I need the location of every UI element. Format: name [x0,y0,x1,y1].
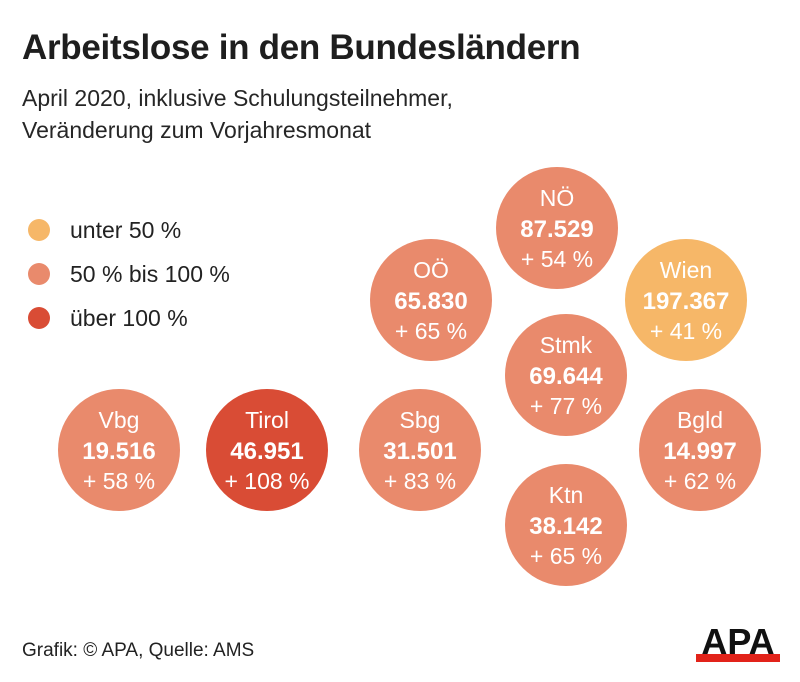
legend-item-over-100: über 100 % [28,296,230,340]
value-label: 14.997 [663,438,736,465]
region-label: Ktn [549,482,584,508]
bubble-vbg: Vbg 19.516 + 58 % [58,389,180,511]
bubble-circle [639,389,761,511]
legend-item-50-to-100: 50 % bis 100 % [28,252,230,296]
change-label: + 65 % [395,318,467,344]
bubble-circle [58,389,180,511]
bubble-bgld: Bgld 14.997 + 62 % [639,389,761,511]
chart-subtitle: April 2020, inklusive Schulungsteilnehme… [22,82,453,146]
region-label: Vbg [99,407,140,433]
change-label: + 83 % [384,468,456,494]
legend-swatch [28,219,50,241]
legend-swatch [28,307,50,329]
legend-swatch [28,263,50,285]
apa-logo: APA [696,624,780,662]
region-label: Sbg [400,407,441,433]
change-label: + 54 % [521,246,593,272]
bubble-nö: NÖ 87.529 + 54 % [496,167,618,289]
subtitle-line-1: April 2020, inklusive Schulungsteilnehme… [22,85,453,111]
bubble-oö: OÖ 65.830 + 65 % [370,239,492,361]
legend: unter 50 % 50 % bis 100 % über 100 % [28,208,230,340]
region-label: Tirol [245,407,289,433]
bubble-circle [505,464,627,586]
value-label: 38.142 [529,513,602,540]
bubble-wien: Wien 197.367 + 41 % [625,239,747,361]
value-label: 19.516 [82,438,155,465]
chart-title: Arbeitslose in den Bundesländern [22,28,581,67]
value-label: 87.529 [520,216,593,243]
bubble-tirol: Tirol 46.951 + 108 % [206,389,328,511]
legend-label: 50 % bis 100 % [70,260,230,287]
source-credit: Grafik: © APA, Quelle: AMS [22,640,255,661]
region-label: Stmk [540,332,593,358]
bubble-stmk: Stmk 69.644 + 77 % [505,314,627,436]
apa-logo-bar [696,654,780,662]
region-label: NÖ [540,185,575,211]
value-label: 46.951 [230,438,303,465]
region-label: OÖ [413,257,449,283]
value-label: 31.501 [383,438,456,465]
value-label: 197.367 [643,288,730,315]
bubble-circle [206,389,328,511]
region-label: Wien [660,257,712,283]
legend-label: unter 50 % [70,216,182,243]
value-label: 69.644 [529,363,603,390]
subtitle-line-2: Veränderung zum Vorjahresmonat [22,117,372,143]
bubble-circle [496,167,618,289]
change-label: + 77 % [530,393,602,419]
value-label: 65.830 [394,288,467,315]
bubble-ktn: Ktn 38.142 + 65 % [505,464,627,586]
change-label: + 62 % [664,468,736,494]
change-label: + 58 % [83,468,155,494]
bubble-sbg: Sbg 31.501 + 83 % [359,389,481,511]
change-label: + 108 % [224,468,309,494]
bubble-circle [359,389,481,511]
legend-item-under-50: unter 50 % [28,208,230,252]
region-label: Bgld [677,407,723,433]
legend-label: über 100 % [70,304,188,331]
bubble-circle [370,239,492,361]
bubble-circle [505,314,627,436]
change-label: + 41 % [650,318,722,344]
bubble-circle [625,239,747,361]
change-label: + 65 % [530,543,602,569]
